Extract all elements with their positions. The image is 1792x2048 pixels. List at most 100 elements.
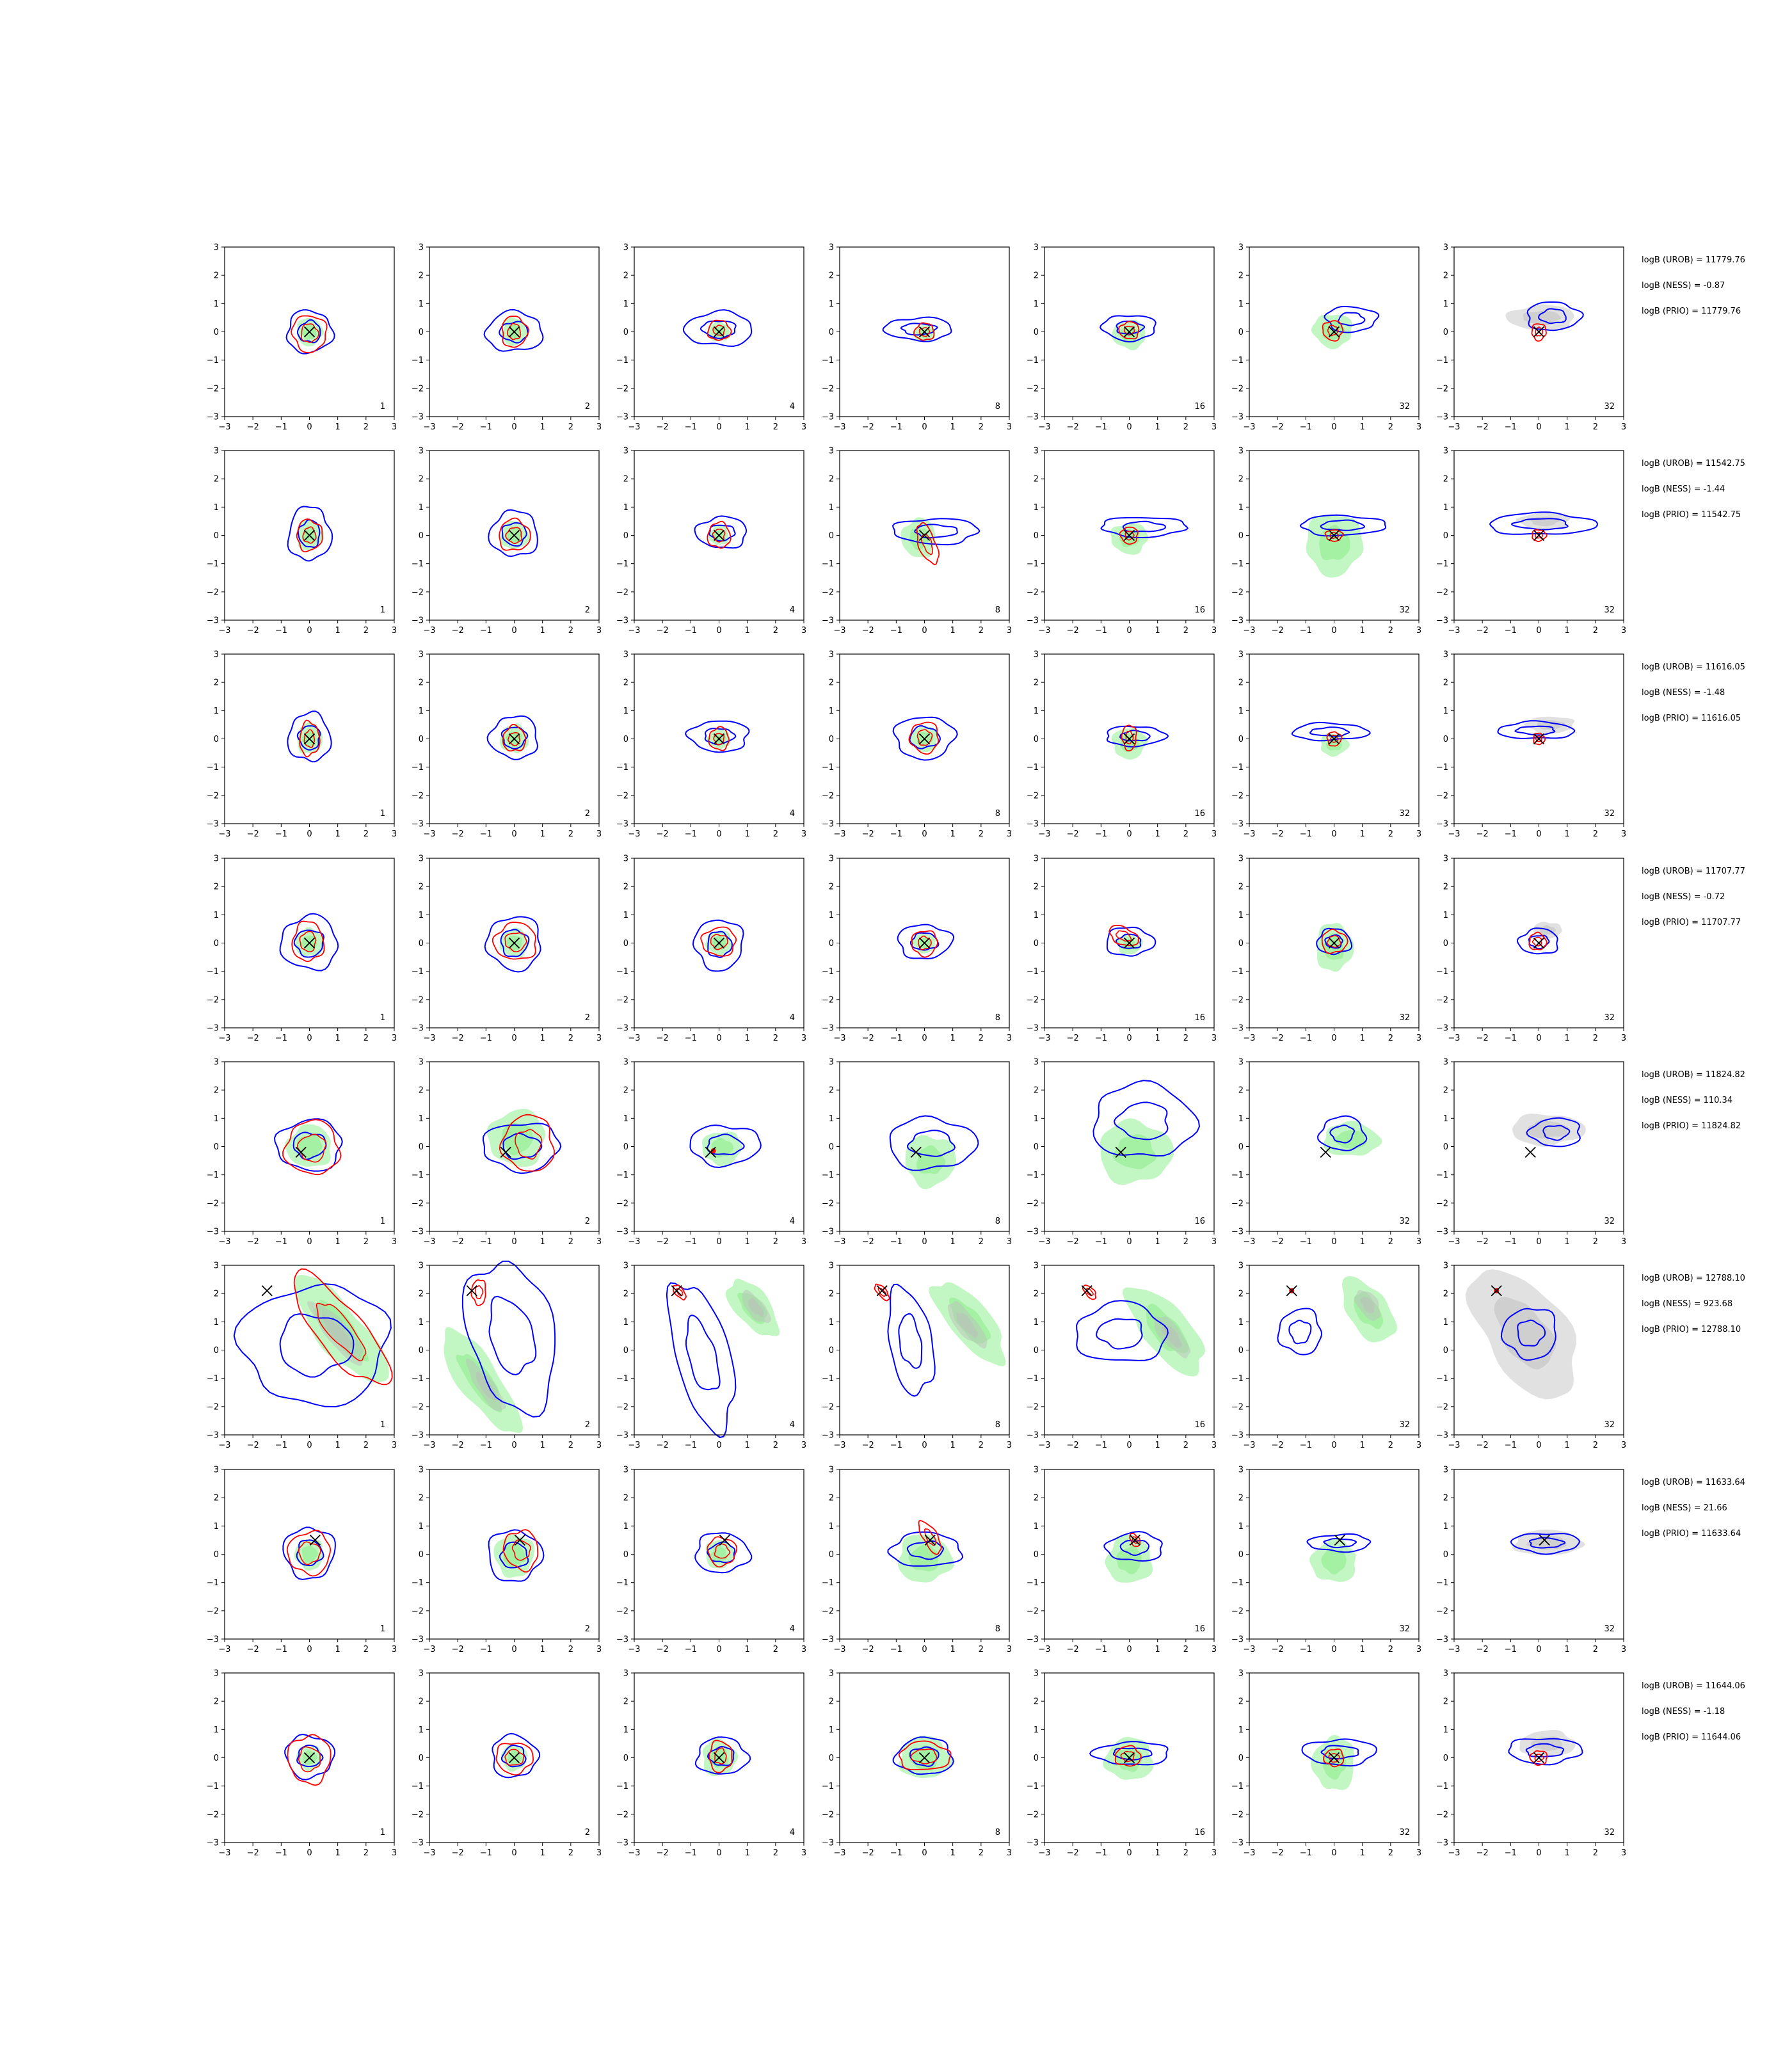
y-tick-label: −3: [412, 616, 424, 626]
y-tick-label: −2: [822, 1810, 834, 1820]
logB-annotation: logB (PRIO) = 11616.05: [1642, 714, 1741, 723]
blue-contour-outer: [1316, 927, 1352, 956]
x-tick-label: 1: [1565, 1237, 1570, 1247]
x-tick-label: −3: [218, 626, 230, 636]
x-tick-label: 2: [979, 1848, 984, 1858]
blue-contour-inner: [909, 932, 940, 951]
panel-step-label: 16: [1194, 605, 1205, 615]
panel-r7-c6: −3−3 −2 −2 −1 −1 0 0 1 1 2 2 3 3 32: [1231, 1466, 1421, 1655]
y-tick-label: 2: [1443, 1290, 1448, 1299]
x-tick-label: 0: [922, 829, 927, 839]
y-tick-label: 2: [1443, 271, 1448, 281]
y-tick-label: −3: [1027, 1431, 1039, 1441]
y-tick-label: −3: [207, 1024, 219, 1034]
x-tick-label: −1: [1505, 422, 1517, 432]
panel-step-label: 2: [585, 605, 590, 615]
red-contour-inner: [515, 1129, 542, 1160]
x-tick-label: 1: [745, 626, 750, 636]
blue-contour-inner: [1323, 1537, 1357, 1549]
y-tick-label: −1: [1027, 1578, 1039, 1588]
red-contour-outer: [916, 522, 940, 566]
x-tick-label: 3: [596, 1441, 602, 1450]
y-tick-label: 0: [623, 735, 628, 744]
x-tick-label: 3: [801, 1034, 806, 1043]
x-tick-label: 1: [745, 1034, 750, 1043]
panel-step-label: 1: [380, 809, 385, 819]
blue-contour-inner: [296, 1539, 324, 1567]
x-tick-label: 1: [1360, 422, 1365, 432]
panel-r1-c5: −3−3 −2 −2 −1 −1 0 0 1 1 2 2 3 3 16: [1027, 243, 1217, 433]
x-tick-label: 0: [716, 626, 721, 636]
panel-r1-c6: −3−3 −2 −2 −1 −1 0 0 1 1 2 2 3 3 32: [1231, 243, 1421, 433]
y-tick-label: 2: [1034, 678, 1039, 688]
y-tick-label: 0: [829, 1550, 834, 1560]
x-tick-label: 3: [1007, 626, 1012, 636]
truth-marker: [1334, 1534, 1345, 1546]
panel-step-label: 8: [995, 809, 1000, 819]
red-contour-outer: [874, 1283, 890, 1302]
y-tick-label: 3: [214, 1669, 219, 1679]
y-tick-label: −3: [207, 413, 219, 422]
x-tick-label: 1: [1155, 1237, 1160, 1247]
y-tick-label: 3: [1238, 1466, 1244, 1475]
x-tick-label: 0: [922, 626, 927, 636]
y-tick-label: 3: [1443, 650, 1448, 660]
x-tick-label: −2: [1272, 1441, 1284, 1450]
x-tick-label: −3: [628, 829, 640, 839]
x-tick-label: 3: [596, 829, 602, 839]
x-tick-label: 3: [596, 1237, 602, 1247]
red-contour-inner: [475, 1285, 484, 1299]
truth-marker: [508, 733, 520, 745]
y-tick-label: −2: [1027, 384, 1039, 394]
y-tick-label: 0: [214, 1346, 219, 1356]
truth-marker: [713, 1752, 725, 1764]
blue-contour-outer: [1306, 1533, 1372, 1553]
y-tick-label: −1: [1027, 967, 1039, 977]
blue-contour-outer: [1324, 305, 1380, 333]
x-tick-label: 3: [596, 1034, 602, 1043]
x-tick-label: 1: [950, 829, 956, 839]
panel-r7-c3: −3−3 −2 −2 −1 −1 0 0 1 1 2 2 3 3 4: [616, 1466, 806, 1655]
red-contour-outer: [1533, 732, 1546, 746]
x-tick-label: −2: [1067, 1034, 1079, 1043]
y-tick-label: −3: [822, 1024, 834, 1034]
y-tick-label: 0: [1238, 1346, 1244, 1356]
y-tick-label: −2: [822, 588, 834, 597]
y-tick-label: 3: [1238, 243, 1244, 253]
x-tick-label: −3: [833, 1848, 845, 1858]
panel-step-label: 32: [1399, 1828, 1410, 1837]
y-tick-label: −2: [1436, 1199, 1448, 1208]
x-tick-label: 0: [1536, 422, 1541, 432]
x-tick-label: 1: [1360, 829, 1365, 839]
panel-step-label: 8: [995, 402, 1000, 412]
panel-r2-c1: −3−3 −2 −2 −1 −1 0 0 1 1 2 2 3 3 1: [207, 447, 397, 636]
y-tick-label: −2: [1436, 384, 1448, 394]
y-tick-label: −2: [412, 384, 424, 394]
panel-step-label: 8: [995, 1013, 1000, 1023]
red-contour-outer: [501, 316, 529, 348]
y-tick-label: 0: [1238, 1754, 1244, 1763]
logB-annotation: logB (PRIO) = 11824.82: [1642, 1121, 1741, 1131]
x-tick-label: −1: [890, 1441, 902, 1450]
x-tick-label: 2: [568, 1848, 573, 1858]
x-tick-label: 1: [1565, 626, 1570, 636]
y-tick-label: 3: [214, 243, 219, 253]
y-tick-label: 1: [1034, 911, 1039, 920]
x-tick-label: 1: [1565, 1645, 1570, 1654]
red-contour-inner: [1532, 936, 1542, 947]
blue-contour-outer: [1510, 1533, 1581, 1555]
blue-contour-outer: [1489, 511, 1598, 535]
x-tick-label: −3: [1038, 1441, 1050, 1450]
y-tick-label: 0: [1443, 1346, 1448, 1356]
y-tick-label: −3: [616, 1839, 628, 1848]
x-tick-label: 0: [922, 1848, 927, 1858]
y-tick-label: 1: [1443, 911, 1448, 920]
x-tick-label: 1: [745, 1441, 750, 1450]
panel-r8-c6: −3−3 −2 −2 −1 −1 0 0 1 1 2 2 3 3 32: [1231, 1669, 1421, 1859]
x-tick-label: 3: [1007, 422, 1012, 432]
panel-step-label: 8: [995, 1420, 1000, 1430]
red-contour-outer: [499, 517, 531, 551]
logB-annotation: logB (UROB) = 11616.05: [1642, 662, 1745, 672]
grey-density-core: [748, 1298, 764, 1317]
blue-contour-inner: [909, 725, 941, 749]
